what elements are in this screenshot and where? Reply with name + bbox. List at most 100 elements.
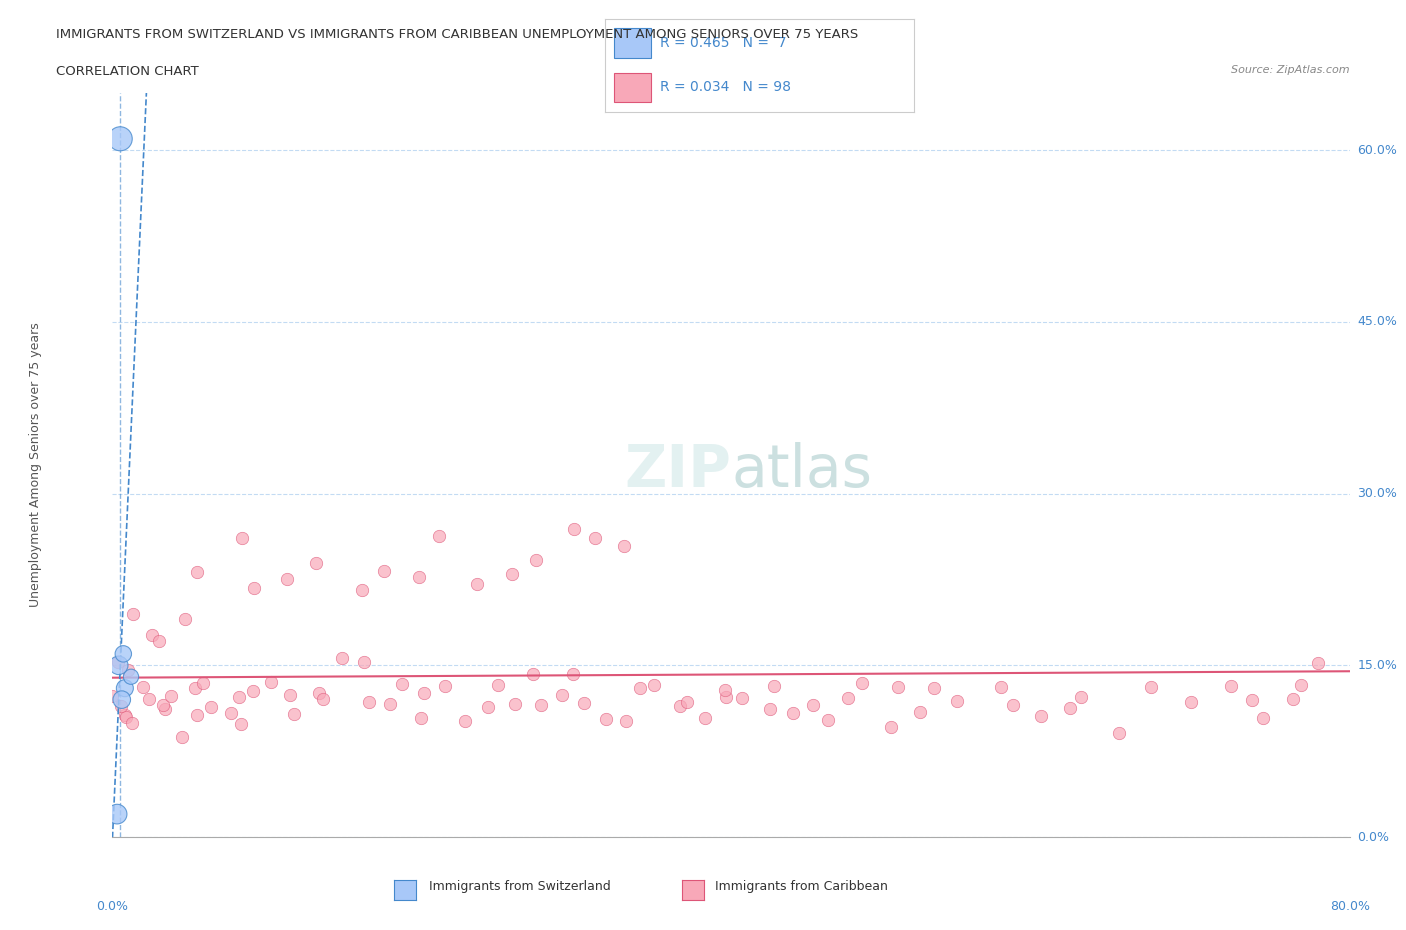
Point xyxy=(714,683,737,698)
Point xyxy=(243,581,266,596)
Point xyxy=(170,730,193,745)
Point xyxy=(107,658,129,672)
Point xyxy=(851,676,873,691)
Point xyxy=(110,131,132,146)
Point xyxy=(433,679,456,694)
Point xyxy=(762,678,785,693)
Text: 60.0%: 60.0% xyxy=(1358,144,1398,157)
Point xyxy=(1240,693,1263,708)
Point xyxy=(1220,679,1243,694)
Point xyxy=(183,681,205,696)
Text: R = 0.034   N = 98: R = 0.034 N = 98 xyxy=(661,80,792,95)
Point xyxy=(373,564,395,578)
Point xyxy=(669,698,692,713)
Point xyxy=(278,688,301,703)
Bar xyxy=(614,73,651,102)
Point xyxy=(132,680,155,695)
Text: Immigrants from Switzerland: Immigrants from Switzerland xyxy=(429,880,612,893)
Point xyxy=(1291,677,1313,692)
Point xyxy=(228,690,250,705)
Text: 80.0%: 80.0% xyxy=(1330,900,1369,913)
Point xyxy=(219,706,242,721)
Point xyxy=(817,713,839,728)
Point xyxy=(229,716,252,731)
Point xyxy=(242,684,264,698)
Point xyxy=(1140,680,1163,695)
Point xyxy=(231,531,253,546)
Point xyxy=(477,699,499,714)
Point xyxy=(283,706,305,721)
Text: Unemployment Among Seniors over 75 years: Unemployment Among Seniors over 75 years xyxy=(28,323,42,607)
Point xyxy=(1029,709,1052,724)
Point xyxy=(1059,700,1081,715)
Point xyxy=(530,698,553,712)
Point xyxy=(409,711,432,725)
Point xyxy=(595,711,617,726)
Point xyxy=(693,711,716,725)
Point xyxy=(276,571,298,586)
Point xyxy=(380,697,402,711)
Text: Source: ZipAtlas.com: Source: ZipAtlas.com xyxy=(1232,65,1350,75)
Point xyxy=(614,714,637,729)
Point xyxy=(946,694,969,709)
Point xyxy=(675,694,697,709)
Point xyxy=(427,528,450,543)
Point xyxy=(880,720,903,735)
Point xyxy=(1281,692,1303,707)
Point xyxy=(304,555,326,570)
Text: ZIP: ZIP xyxy=(624,443,731,499)
Point xyxy=(628,681,651,696)
Point xyxy=(114,681,136,696)
Point xyxy=(910,705,932,720)
Point xyxy=(152,698,174,712)
Point xyxy=(486,678,509,693)
Point xyxy=(990,680,1012,695)
Point xyxy=(391,676,413,691)
Point xyxy=(105,806,128,821)
Text: R = 0.465   N =  7: R = 0.465 N = 7 xyxy=(661,35,787,50)
Point xyxy=(1108,725,1130,740)
Point xyxy=(186,565,208,579)
Point xyxy=(259,674,281,689)
Point xyxy=(186,708,208,723)
Point xyxy=(148,633,170,648)
Point xyxy=(121,715,143,730)
Point xyxy=(465,576,488,591)
Point xyxy=(1308,656,1330,671)
Point xyxy=(1180,695,1202,710)
Point xyxy=(138,692,160,707)
Point xyxy=(350,583,373,598)
Point xyxy=(174,611,197,626)
Text: 45.0%: 45.0% xyxy=(1358,315,1398,328)
Point xyxy=(803,698,825,712)
Point xyxy=(413,686,436,701)
Point xyxy=(1070,690,1092,705)
Point xyxy=(330,651,353,666)
Point xyxy=(782,705,804,720)
Point xyxy=(110,698,132,713)
Text: Immigrants from Caribbean: Immigrants from Caribbean xyxy=(716,880,887,893)
Point xyxy=(759,701,782,716)
Point xyxy=(1251,711,1274,725)
Bar xyxy=(614,28,651,58)
Point xyxy=(562,522,585,537)
Text: 0.0%: 0.0% xyxy=(97,900,128,913)
Point xyxy=(524,553,547,568)
Point xyxy=(141,627,163,642)
Point xyxy=(107,655,129,670)
Point xyxy=(1002,698,1025,712)
Point xyxy=(308,685,330,700)
Point xyxy=(153,702,176,717)
Point xyxy=(572,696,595,711)
Text: 30.0%: 30.0% xyxy=(1358,487,1398,500)
Point xyxy=(111,692,134,707)
Point xyxy=(120,670,142,684)
Point xyxy=(115,710,138,724)
Point xyxy=(503,697,526,711)
Point xyxy=(837,691,859,706)
Point xyxy=(112,646,135,661)
Point xyxy=(357,695,380,710)
Point xyxy=(501,566,523,581)
Point xyxy=(408,569,430,584)
Point xyxy=(122,606,145,621)
